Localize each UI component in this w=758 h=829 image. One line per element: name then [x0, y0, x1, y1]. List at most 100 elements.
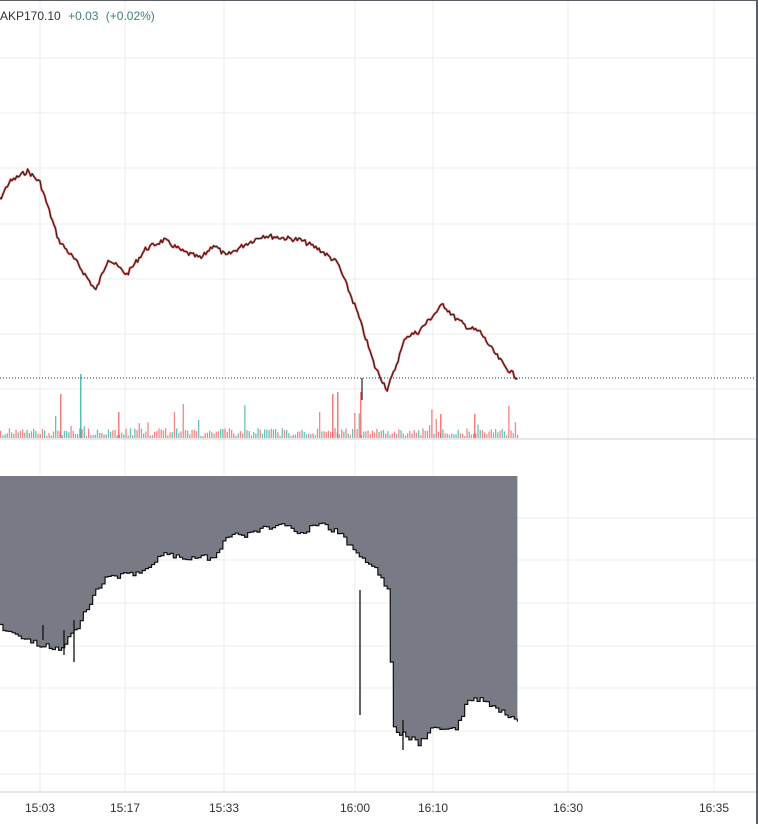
volume-bar [68, 432, 70, 438]
volume-bar [132, 435, 134, 438]
volume-bar [184, 430, 187, 438]
price-line-shadow [0, 168, 519, 393]
volume-bar [4, 434, 6, 438]
volume-spike [337, 392, 339, 438]
time-tick-label: 16:35 [699, 801, 729, 815]
volume-bar [288, 433, 290, 438]
volume-bar [134, 428, 136, 438]
time-axis: 15:03 15:17 15:33 16:00 16:10 16:30 16:35 [25, 801, 729, 815]
price-series [0, 168, 756, 400]
volume-bar [35, 430, 37, 438]
volume-bar [334, 428, 336, 438]
volume-bar [15, 429, 17, 438]
volume-bar [437, 431, 440, 438]
lower-pane-series [0, 476, 518, 750]
volume-bar [259, 429, 261, 438]
volume-bar [327, 430, 330, 438]
volume-bar [409, 430, 411, 438]
volume-bar [270, 428, 272, 438]
volume-bar [83, 426, 85, 438]
volume-bar [171, 432, 173, 438]
volume-bar [426, 430, 429, 438]
volume-bar [0, 430, 2, 438]
volume-bar [189, 434, 191, 438]
volume-bar [283, 430, 286, 438]
volume-bar [231, 429, 233, 438]
volume-bar [477, 424, 479, 438]
volume-bar [374, 432, 376, 438]
volume-bar [490, 429, 492, 438]
volume-bar [444, 433, 446, 438]
volume-bar [418, 430, 420, 438]
volume-bar [222, 429, 224, 438]
volume-bar [338, 434, 341, 438]
symbol-legend: AKP170.10 +0.03 (+0.02%) [0, 9, 155, 23]
volume-bar [453, 434, 455, 438]
volume-bar [272, 429, 275, 438]
volume-bar [19, 430, 22, 438]
volume-bar [422, 428, 424, 438]
volume-bar [495, 429, 497, 438]
volume-bar [385, 433, 387, 438]
volume-bar [195, 430, 198, 438]
volume-bar [129, 428, 132, 438]
symbol-price: AKP170.10 [0, 9, 61, 23]
volume-bar [156, 430, 158, 438]
volume-bar [442, 429, 444, 438]
volume-bar [88, 428, 90, 438]
volume-bar [275, 429, 277, 438]
volume-bar [380, 430, 382, 438]
volume-bar [448, 434, 451, 438]
volume-bar [149, 435, 151, 438]
volume-bar [365, 431, 367, 438]
volume-spike [60, 394, 62, 438]
volume-bar [213, 433, 215, 438]
volume-bar [81, 429, 83, 438]
volume-bar [50, 435, 52, 438]
volume-bar [107, 429, 110, 438]
volume-bar [239, 431, 242, 438]
volume-bar [233, 433, 235, 438]
volume-bar [475, 433, 477, 438]
volume-bar [55, 415, 57, 438]
volume-bar [292, 434, 294, 438]
volume-bar [30, 431, 33, 438]
volume-bar [103, 434, 105, 438]
volume-bar [187, 430, 189, 438]
volume-bar [413, 430, 415, 438]
volume-bar [268, 430, 270, 438]
volume-bar [396, 434, 398, 438]
volume-bar [26, 429, 28, 438]
volume-bar [492, 432, 495, 438]
volume-bar [178, 433, 180, 438]
volume-bar [244, 405, 246, 438]
volume-bar [255, 433, 257, 438]
volume-bar [143, 433, 145, 438]
volume-bar [466, 428, 468, 438]
price-change-percent: (+0.02%) [105, 9, 155, 23]
volume-bar [52, 431, 55, 438]
volume-bar [341, 429, 343, 438]
volume-bar [462, 433, 464, 438]
volume-bar [41, 428, 44, 438]
volume-bar [200, 435, 202, 438]
volume-bar [180, 431, 182, 438]
volume-bar [72, 430, 74, 438]
volume-bar [28, 433, 30, 438]
volume-bar [393, 431, 396, 438]
volume-bar [96, 429, 99, 438]
volume-bar [77, 434, 79, 438]
volume-bar [411, 433, 413, 438]
volume-bar [39, 434, 41, 438]
volume-bar [123, 434, 125, 438]
volume-bar [312, 433, 314, 438]
volume-bar [354, 412, 356, 438]
volume-spike [332, 394, 334, 438]
volume-bar [488, 431, 490, 438]
volume-bar [13, 433, 15, 438]
volume-bar [457, 429, 459, 438]
volume-bar [391, 433, 393, 438]
volume-bar [420, 435, 422, 438]
